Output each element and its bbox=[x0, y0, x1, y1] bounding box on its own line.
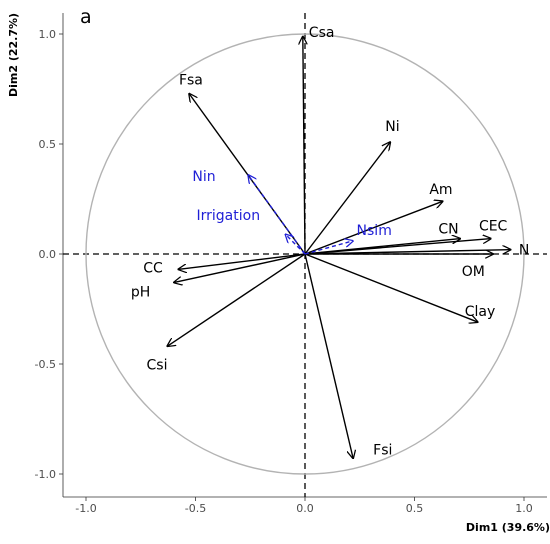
vector-label-ni: Ni bbox=[385, 119, 399, 135]
vector-label-am: Am bbox=[429, 182, 452, 198]
vector-label-fsi: Fsi bbox=[373, 443, 392, 459]
vector-label-fsa: Fsa bbox=[179, 72, 203, 88]
x-tick-label: 1.0 bbox=[515, 502, 533, 515]
vector-label-csi: Csi bbox=[147, 357, 168, 373]
y-axis-title: Dim2 (22.7%) bbox=[7, 13, 20, 97]
vector-arrow-cc bbox=[178, 253, 306, 269]
vector-label-n: N bbox=[519, 243, 529, 259]
vector-arrow-ph bbox=[174, 253, 306, 283]
vector-arrow-csi bbox=[167, 253, 306, 346]
vector-label-cec: CEC bbox=[479, 219, 508, 235]
vector-arrow-fsi bbox=[304, 253, 353, 459]
vector-label-ph: pH bbox=[131, 285, 150, 301]
vector-arrow-nin bbox=[248, 175, 306, 255]
vector-arrow-irrigation bbox=[285, 234, 306, 255]
panel-label: a bbox=[80, 6, 92, 28]
x-tick-label: 0.0 bbox=[296, 502, 314, 515]
vector-arrow-fsa bbox=[189, 93, 306, 255]
labels-layer: Csa Fsa Ni Am CN CEC N OM Clay Fsi Csi CC pH Nin Irrig… bbox=[131, 25, 529, 458]
x-axis-title: Dim1 (39.6%) bbox=[466, 521, 550, 534]
vector-arrow-nsim bbox=[304, 241, 353, 255]
vector-label-irrigation: Irrigation bbox=[197, 208, 261, 224]
vector-arrow-cec bbox=[304, 239, 491, 255]
x-tick-label: -1.0 bbox=[75, 502, 96, 515]
y-tick-label: -0.5 bbox=[35, 358, 56, 371]
vector-label-csa: Csa bbox=[309, 25, 335, 41]
vector-label-om: OM bbox=[462, 264, 485, 280]
y-tick-label: 0.0 bbox=[39, 248, 57, 261]
x-tick-label: 0.5 bbox=[406, 502, 424, 515]
vector-arrow-csa bbox=[303, 36, 305, 255]
vector-label-cc: CC bbox=[143, 260, 163, 276]
vectors-layer bbox=[167, 36, 511, 458]
circle-layer bbox=[85, 33, 525, 475]
y-tick-label: 0.5 bbox=[39, 138, 57, 151]
y-tick-label: -1.0 bbox=[35, 468, 56, 481]
vector-arrow-n bbox=[304, 250, 511, 255]
vector-arrow-ni bbox=[304, 142, 390, 255]
vector-arrow-clay bbox=[304, 253, 478, 322]
correlation-circle bbox=[85, 33, 525, 475]
vector-label-nin: Nin bbox=[192, 169, 215, 185]
y-tick-label: 1.0 bbox=[39, 28, 57, 41]
vector-arrow-am bbox=[304, 201, 443, 255]
vector-label-cn: CN bbox=[438, 222, 458, 238]
vector-label-nsim: Nsim bbox=[357, 223, 392, 239]
vector-label-clay: Clay bbox=[465, 304, 496, 320]
x-tick-label: -0.5 bbox=[185, 502, 206, 515]
